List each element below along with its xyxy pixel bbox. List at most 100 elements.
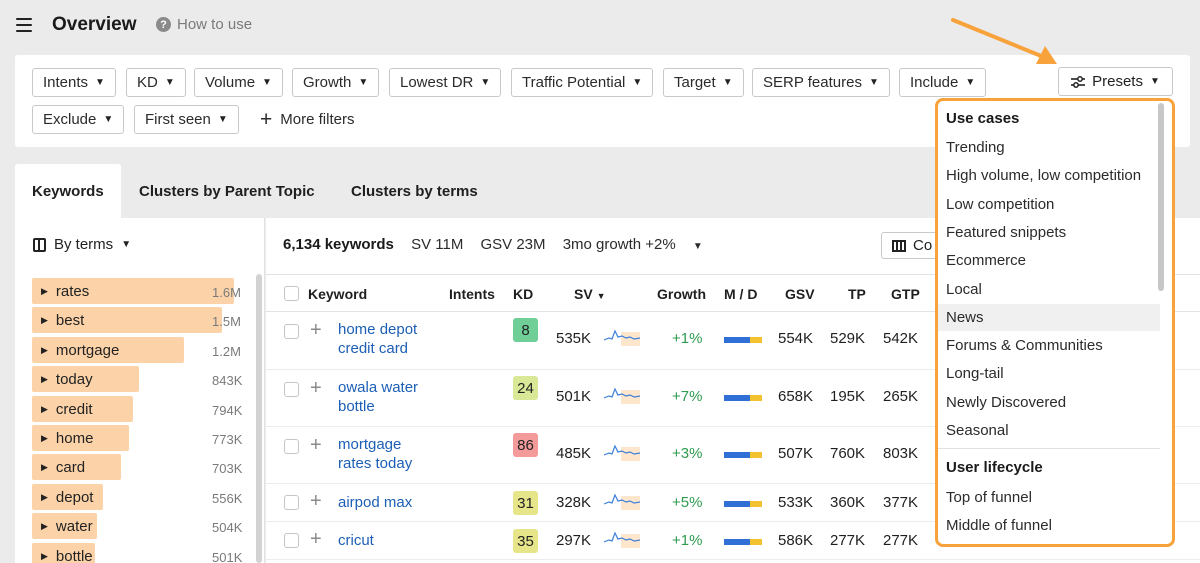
preset-item[interactable]: Featured snippets xyxy=(946,223,1067,241)
caret-down-icon: ▼ xyxy=(95,77,105,88)
tab-keywords[interactable]: Keywords xyxy=(15,164,121,218)
trend-sparkline xyxy=(604,444,640,461)
page-title: Overview xyxy=(52,14,137,35)
term-count: 501K xyxy=(212,549,243,563)
caret-down-icon: ▼ xyxy=(262,77,272,88)
section-user-lifecycle: User lifecycle xyxy=(946,459,1043,476)
columns-button[interactable]: Co xyxy=(881,232,941,259)
term-text: depot xyxy=(55,488,94,506)
expand-icon[interactable]: ▶ xyxy=(41,315,48,326)
filter-target[interactable]: Target ▼ xyxy=(663,68,744,97)
tab-clusters-parent-topic[interactable]: Clusters by Parent Topic xyxy=(139,182,315,200)
col-gtp[interactable]: GTP xyxy=(891,286,920,302)
plus-icon: + xyxy=(260,108,273,131)
tab-clusters-terms[interactable]: Clusters by terms xyxy=(351,182,478,200)
term-text: bottle xyxy=(55,547,93,563)
scrollbar[interactable] xyxy=(256,274,262,563)
keyword-link[interactable]: cricut xyxy=(338,531,374,550)
table-row: + home depot credit card 8 535K +1% 554K 529K 54… xyxy=(266,312,1200,370)
col-md[interactable]: M / D xyxy=(724,286,758,302)
filter-serp-features[interactable]: SERP features ▼ xyxy=(752,68,890,97)
preset-item[interactable]: Forums & Communities xyxy=(946,337,1103,355)
keyword-link[interactable]: airpod max xyxy=(338,493,412,512)
presets-button[interactable]: Presets ▼ xyxy=(1058,67,1173,96)
by-terms-dropdown[interactable]: By terms ▼ xyxy=(33,236,131,253)
preset-item[interactable]: Long-tail xyxy=(946,365,1004,383)
keyword-link[interactable]: home depot credit card xyxy=(338,320,417,358)
col-growth[interactable]: Growth xyxy=(657,286,706,302)
preset-item[interactable]: Top of funnel xyxy=(946,489,1032,506)
preset-item[interactable]: Trending xyxy=(946,139,1005,156)
preset-item[interactable]: Local xyxy=(946,280,982,298)
preset-item[interactable]: Low competition xyxy=(946,195,1055,213)
filter-growth[interactable]: Growth ▼ xyxy=(292,68,380,97)
add-to-list-icon[interactable]: + xyxy=(310,490,322,512)
tp-value: 360K xyxy=(830,494,866,511)
expand-icon[interactable]: ▶ xyxy=(41,344,48,355)
preset-item[interactable]: Middle of funnel xyxy=(946,517,1052,534)
section-use-cases: Use cases xyxy=(946,110,1020,127)
term-label: ▶ water xyxy=(41,518,93,535)
row-checkbox[interactable] xyxy=(284,324,299,339)
preset-item[interactable]: Seasonal xyxy=(946,422,1009,439)
expand-icon[interactable]: ▶ xyxy=(41,521,48,532)
keywords-summary: 6,134 keywords SV 11M GSV 23M 3mo growth… xyxy=(283,236,729,253)
filter-include[interactable]: Include ▼ xyxy=(899,68,987,97)
keyword-link[interactable]: owala water bottle xyxy=(338,378,418,416)
add-to-list-icon[interactable]: + xyxy=(310,377,322,399)
row-checkbox[interactable] xyxy=(284,439,299,454)
col-kd[interactable]: KD xyxy=(513,286,534,302)
growth-value: +7% xyxy=(672,388,703,405)
keyword-line: airpod max xyxy=(338,494,413,511)
col-keyword[interactable]: Keyword xyxy=(308,286,368,302)
row-checkbox[interactable] xyxy=(284,533,299,548)
caret-down-icon: ▼ xyxy=(480,77,491,88)
term-label: ▶ depot xyxy=(41,489,93,506)
expand-icon[interactable]: ▶ xyxy=(41,374,48,385)
expand-icon[interactable]: ▶ xyxy=(41,491,48,502)
mobile-desktop-bar xyxy=(724,452,762,458)
table-row: + cricut 35 297K +1% 586K 277K 277K xyxy=(266,522,1200,560)
preset-item[interactable]: High volume, low competition xyxy=(946,167,1142,185)
term-count: 556K xyxy=(212,490,243,506)
filter-intents[interactable]: Intents ▼ xyxy=(32,68,116,97)
select-all-checkbox[interactable] xyxy=(284,286,299,301)
filter-traffic-potential[interactable]: Traffic Potential ▼ xyxy=(511,68,654,97)
filter-exclude[interactable]: Exclude ▼ xyxy=(32,105,125,134)
preset-item[interactable]: Ecommerce xyxy=(946,252,1027,270)
term-text: best xyxy=(55,312,85,330)
expand-icon[interactable]: ▶ xyxy=(41,403,48,414)
filter-first-seen[interactable]: First seen ▼ xyxy=(134,105,239,134)
expand-icon[interactable]: ▶ xyxy=(41,286,48,296)
expand-icon[interactable]: ▶ xyxy=(41,462,48,473)
scrollbar[interactable] xyxy=(1158,103,1164,291)
preset-item[interactable]: Newly Discovered xyxy=(946,393,1067,411)
filter-lowest-dr[interactable]: Lowest DR ▼ xyxy=(389,68,502,97)
more-filters-button[interactable]: + More filters xyxy=(260,109,354,130)
how-to-use-link[interactable]: ? How to use xyxy=(156,16,252,33)
growth-dropdown[interactable]: 3mo growth +2% ▼ xyxy=(563,236,716,253)
expand-icon[interactable]: ▶ xyxy=(41,433,48,443)
filter-kd[interactable]: KD ▼ xyxy=(126,68,186,97)
add-to-list-icon[interactable]: + xyxy=(310,319,322,341)
keyword-line: credit card xyxy=(338,340,409,357)
expand-icon[interactable]: ▶ xyxy=(41,550,48,561)
col-sv[interactable]: SV ▼ xyxy=(574,286,606,302)
caret-down-icon: ▼ xyxy=(722,77,733,88)
row-checkbox[interactable] xyxy=(284,495,299,510)
preset-item[interactable]: News xyxy=(938,303,1160,331)
table-row: + mortgage rates today 86 485K +3% 507K 760K 803… xyxy=(266,427,1200,484)
keyword-link[interactable]: mortgage rates today xyxy=(338,435,412,473)
trend-sparkline xyxy=(604,531,640,548)
add-to-list-icon[interactable]: + xyxy=(310,434,322,456)
menu-icon[interactable] xyxy=(16,18,32,32)
row-checkbox[interactable] xyxy=(284,382,299,397)
add-to-list-icon[interactable]: + xyxy=(310,528,322,550)
col-gsv[interactable]: GSV xyxy=(785,286,815,302)
tp-value: 529K xyxy=(830,330,866,347)
col-intents[interactable]: Intents xyxy=(449,286,495,302)
col-tp[interactable]: TP xyxy=(848,286,866,302)
term-text: credit xyxy=(55,400,93,418)
filter-volume[interactable]: Volume ▼ xyxy=(194,68,283,97)
terms-panel: By terms ▼ ▶ rates 1.6M ▶ best 1.5M ▶ mortgage 1… xyxy=(15,218,265,563)
